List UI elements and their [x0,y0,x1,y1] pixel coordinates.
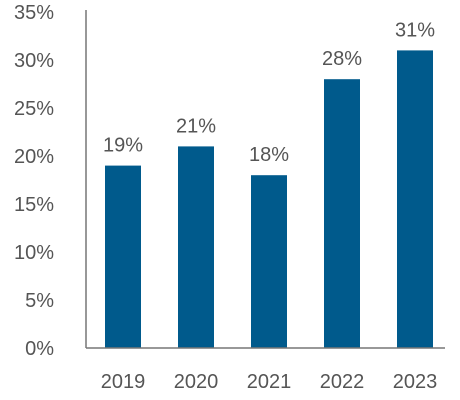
y-tick-label: 15% [14,194,54,216]
bar-2020 [178,146,214,348]
x-tick-label-2019: 2019 [101,371,146,393]
y-tick-label: 20% [14,146,54,168]
x-axis-ticks: 2019 2020 2021 2022 2023 [101,371,438,393]
data-label-2021: 18% [249,144,289,166]
bar-2023 [397,50,433,349]
y-tick-label: 10% [14,242,54,264]
y-tick-label: 0% [25,338,54,360]
data-label-2020: 21% [176,115,216,137]
y-tick-label: 25% [14,98,54,120]
bar-2019 [105,165,141,348]
x-tick-label-2020: 2020 [174,371,219,393]
bar-2022 [324,79,360,348]
y-tick-label: 35% [14,2,54,24]
data-label-2019: 19% [103,135,143,157]
data-labels: 19% 21% 18% 28% 31% [103,19,435,166]
bars [105,50,433,349]
x-tick-label-2021: 2021 [247,371,292,393]
y-tick-label: 30% [14,50,54,72]
bar-2021 [251,175,287,348]
x-tick-label-2022: 2022 [320,371,365,393]
y-tick-label: 5% [25,290,54,312]
y-axis-ticks: 0% 5% 10% 15% 20% 25% 30% 35% [14,2,54,360]
data-label-2023: 31% [395,19,435,41]
data-label-2022: 28% [322,48,362,70]
x-tick-label-2023: 2023 [393,371,438,393]
